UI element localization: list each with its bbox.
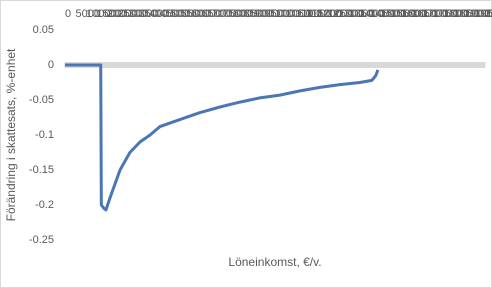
y-axis-title: Förändring i skattesats, %-enhet — [4, 48, 18, 221]
x-tick-label: 195000 — [475, 8, 492, 20]
x-tick-label: 160000 — [401, 8, 438, 20]
x-tick-label: 70000 — [212, 8, 243, 20]
x-tick-label: 55000 — [181, 8, 212, 20]
x-tick-label: 80000 — [233, 8, 264, 20]
x-tick-label: 90000 — [254, 8, 285, 20]
x-tick-label: 100000 — [275, 8, 312, 20]
x-tick-label: 0 — [65, 8, 71, 20]
x-tick-label: 25000 — [118, 8, 149, 20]
data-line — [65, 63, 380, 212]
y-tick-label: -0.15 — [29, 164, 54, 176]
x-tick-label: 110000 — [296, 8, 332, 20]
x-tick-label: 135000 — [349, 8, 386, 20]
y-tick-label: -0.05 — [29, 94, 54, 106]
y-tick-label: -0.2 — [35, 199, 54, 211]
x-tick-label: 60000 — [191, 8, 222, 20]
x-tick-label: 30000 — [128, 8, 159, 20]
y-tick-label: 0.05 — [33, 24, 54, 36]
x-tick-label: 50000 — [170, 8, 201, 20]
x-tick-label: 5000 — [76, 8, 100, 20]
x-tick-label: 10000 — [86, 8, 117, 20]
x-tick-label: 40000 — [149, 8, 180, 20]
x-tick-label: 175000 — [433, 8, 470, 20]
x-tick-label: 185000 — [454, 8, 491, 20]
y-tick-label: -0.25 — [29, 234, 54, 246]
x-tick-label: 105000 — [286, 8, 323, 20]
x-tick-label: 75000 — [223, 8, 254, 20]
x-tick-label: 165000 — [412, 8, 449, 20]
x-tick-label: 85000 — [244, 8, 275, 20]
x-tick-label: 145000 — [370, 8, 407, 20]
x-tick-label: 140000 — [359, 8, 396, 20]
x-tick-label: 190000 — [464, 8, 492, 20]
x-tick-label: 115000 — [307, 8, 343, 20]
x-tick-label: 170000 — [422, 8, 459, 20]
x-tick-label: 125000 — [328, 8, 365, 20]
x-tick-label: 45000 — [160, 8, 191, 20]
x-tick-label: 120000 — [317, 8, 354, 20]
x-tick-label: 15000 — [97, 8, 128, 20]
x-tick-label: 35000 — [139, 8, 170, 20]
x-tick-label: 20000 — [107, 8, 138, 20]
y-tick-label: -0.1 — [35, 129, 54, 141]
x-tick-label: 155000 — [391, 8, 428, 20]
x-tick-label: 180000 — [443, 8, 480, 20]
x-tick-label: 200000 — [485, 8, 492, 20]
x-tick-label: 150000 — [380, 8, 417, 20]
y-tick-label: 0 — [48, 59, 54, 71]
x-tick-label: 65000 — [202, 8, 233, 20]
x-tick-label: 95000 — [265, 8, 296, 20]
x-axis-title: Löneinkomst, €/v. — [228, 255, 321, 269]
x-tick-label: 130000 — [338, 8, 375, 20]
